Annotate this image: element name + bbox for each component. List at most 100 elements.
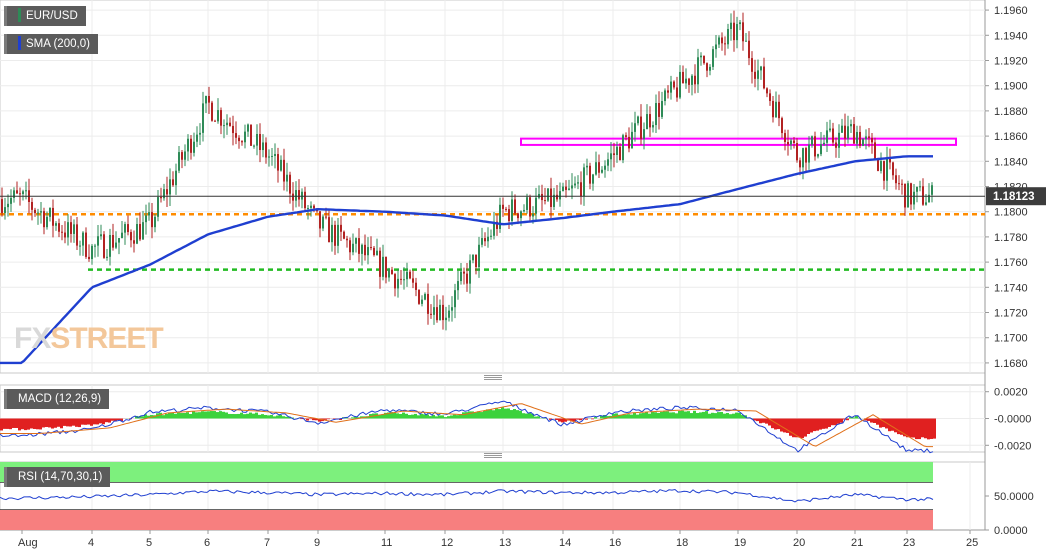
- panel-resize-handle[interactable]: [484, 375, 502, 381]
- panel-resize-handle[interactable]: [484, 453, 502, 459]
- candle-body: [412, 278, 414, 282]
- macd-histogram-bar: [726, 413, 729, 418]
- macd-histogram-bar: [708, 414, 711, 419]
- candle-body: [562, 187, 564, 191]
- candle-body: [364, 245, 366, 255]
- macd-histogram-bar: [162, 415, 165, 418]
- candle-body: [298, 190, 300, 199]
- candle-body: [508, 209, 510, 221]
- macd-histogram-bar: [630, 415, 633, 419]
- candle-body: [22, 191, 24, 194]
- macd-histogram-bar: [684, 411, 687, 418]
- candle-body: [799, 160, 801, 167]
- candle-body: [913, 192, 915, 205]
- macd-histogram-bar: [810, 419, 813, 433]
- macd-histogram-bar: [678, 411, 681, 419]
- candle-body: [271, 156, 273, 157]
- candle-body: [247, 125, 249, 132]
- macd-histogram-bar: [882, 419, 885, 428]
- macd-histogram-bar: [822, 419, 825, 429]
- macd-histogram-bar: [309, 419, 312, 420]
- macd-histogram-bar: [837, 419, 840, 424]
- candle-body: [811, 136, 813, 144]
- macd-histogram-bar: [186, 412, 189, 418]
- candle-body: [814, 136, 816, 156]
- y-tick-label: 1.1800: [994, 207, 1028, 219]
- candle-body: [280, 160, 282, 171]
- candle-body: [172, 179, 174, 185]
- macd-histogram-bar: [15, 419, 18, 428]
- x-tick-label: 25: [966, 537, 978, 549]
- rsi-y-tick-label: 50.0000: [994, 491, 1034, 503]
- macd-histogram-bar: [72, 419, 75, 426]
- candle-body: [682, 72, 684, 83]
- candle-body: [652, 125, 654, 127]
- y-tick-label: 1.1920: [994, 55, 1028, 67]
- macd-histogram-bar: [180, 413, 183, 418]
- macd-histogram-bar: [840, 419, 843, 423]
- macd-histogram-bar: [111, 419, 114, 421]
- macd-histogram-bar: [42, 419, 45, 428]
- candle-body: [691, 76, 693, 85]
- candle-body: [481, 238, 483, 245]
- candle-body: [925, 202, 927, 204]
- macd-histogram-bar: [168, 413, 171, 419]
- candle-body: [46, 217, 48, 227]
- macd-histogram-bar: [408, 415, 411, 419]
- candle-body: [232, 126, 234, 133]
- macd-histogram-bar: [18, 419, 21, 431]
- macd-histogram-bar: [432, 415, 435, 419]
- macd-histogram-bar: [210, 411, 213, 418]
- candle-body: [754, 72, 756, 79]
- macd-histogram-bar: [930, 419, 933, 439]
- macd-histogram-bar: [867, 419, 870, 421]
- x-tick-label: 7: [264, 537, 270, 549]
- macd-histogram-bar: [498, 409, 501, 418]
- candle-body: [700, 56, 702, 58]
- macd-histogram-bar: [96, 419, 99, 425]
- macd-histogram-bar: [522, 413, 525, 418]
- candle-body: [895, 175, 897, 183]
- candle-body: [421, 300, 423, 304]
- macd-histogram-bar: [201, 411, 204, 418]
- candle-body: [223, 125, 225, 126]
- candle-body: [616, 147, 618, 155]
- candle-body: [73, 224, 75, 234]
- symbol-tag[interactable]: EUR/USD: [4, 6, 86, 26]
- macd-histogram-bar: [711, 413, 714, 419]
- sma-tag[interactable]: SMA (200,0): [4, 34, 98, 54]
- candle-body: [643, 129, 645, 139]
- macd-y-tick-label: -0.0020: [994, 440, 1031, 452]
- candle-body: [637, 117, 639, 124]
- candle-body: [787, 142, 789, 144]
- macd-tag[interactable]: MACD (12,26,9): [4, 389, 109, 409]
- macd-histogram-bar: [141, 416, 144, 418]
- candle-body: [352, 244, 354, 253]
- candle-body: [484, 238, 486, 241]
- candle-body: [175, 171, 177, 185]
- macd-histogram-bar: [789, 419, 792, 436]
- candle-body: [880, 161, 882, 171]
- macd-histogram-bar: [462, 412, 465, 418]
- candle-body: [568, 188, 570, 189]
- candle-body: [877, 159, 879, 171]
- candle-body: [103, 234, 105, 258]
- candle-body: [340, 225, 342, 232]
- macd-label: MACD (12,26,9): [18, 393, 101, 405]
- macd-histogram-bar: [54, 419, 57, 428]
- rsi-tag[interactable]: RSI (14,70,30,1): [4, 467, 110, 487]
- candle-body: [583, 167, 585, 196]
- macd-histogram-bar: [270, 415, 273, 419]
- candle-body: [205, 96, 207, 103]
- candle-body: [349, 240, 351, 252]
- candle-body: [523, 210, 525, 211]
- macd-histogram-bar: [537, 416, 540, 418]
- candle-body: [85, 233, 87, 257]
- candle-body: [31, 202, 33, 210]
- candle-body: [220, 110, 222, 126]
- candle-body: [4, 207, 6, 213]
- candle-body: [610, 153, 612, 159]
- macd-histogram-bar: [60, 419, 63, 429]
- candle-body: [847, 126, 849, 138]
